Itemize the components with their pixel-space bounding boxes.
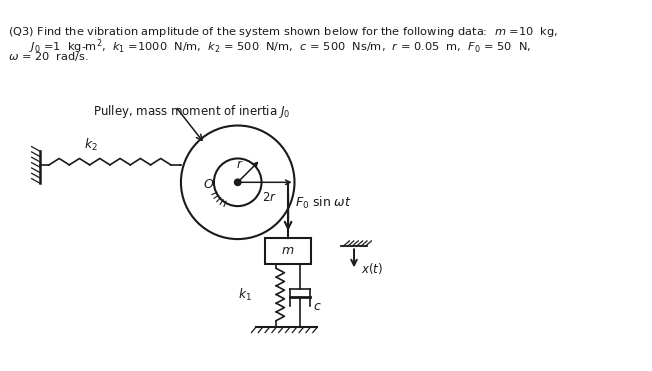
Text: $m$: $m$ [282, 244, 295, 257]
Text: $r$: $r$ [236, 158, 243, 171]
Text: $O$: $O$ [203, 178, 214, 191]
Text: $k_1$: $k_1$ [239, 287, 252, 303]
Text: $J_0$ =1  kg-m$^2$,  $k_1$ =1000  N/m,  $k_2$ = 500  N/m,  $c$ = 500  Ns/m,  $r$: $J_0$ =1 kg-m$^2$, $k_1$ =1000 N/m, $k_2… [29, 37, 531, 56]
Bar [265, 238, 311, 264]
Text: $x(t)$: $x(t)$ [361, 261, 383, 276]
Text: $F_0$ sin $\omega t$: $F_0$ sin $\omega t$ [295, 195, 351, 211]
Text: Pulley, mass moment of inertia $J_0$: Pulley, mass moment of inertia $J_0$ [93, 103, 290, 119]
Text: $c$: $c$ [313, 301, 321, 313]
Text: (Q3) Find the vibration amplitude of the system shown below for the following da: (Q3) Find the vibration amplitude of the… [8, 25, 558, 39]
Text: $k_2$: $k_2$ [84, 137, 98, 153]
Circle shape [235, 179, 241, 186]
Text: $\omega$ = 20  rad/s.: $\omega$ = 20 rad/s. [8, 50, 89, 63]
Text: $2r$: $2r$ [263, 191, 277, 204]
